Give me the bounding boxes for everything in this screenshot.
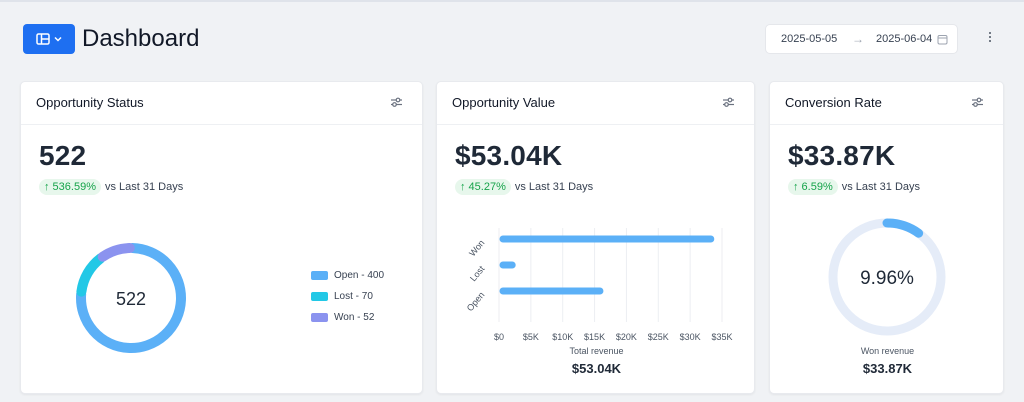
arrow-right-icon: →	[852, 32, 864, 46]
legend-label: Open - 400	[334, 270, 385, 281]
delta-label: vs Last 31 Days	[841, 181, 921, 193]
card-header: Opportunity Status	[21, 82, 422, 125]
card-title: Conversion Rate	[785, 95, 882, 110]
won-revenue-label: Won revenue	[860, 346, 915, 356]
more-options-icon[interactable]	[983, 32, 997, 48]
filter-settings-icon[interactable]	[722, 96, 735, 108]
card-header: Opportunity Value	[437, 82, 754, 125]
x-tick-label: $5K	[523, 332, 539, 342]
conversion-donut-chart: 9.96%	[828, 218, 946, 336]
top-border	[0, 0, 1024, 2]
donut-slice-won[interactable]	[97, 243, 135, 262]
legend-label: Lost - 70	[334, 291, 373, 302]
legend-label: Won - 52	[334, 312, 375, 323]
delta-row: ↑ 6.59% vs Last 31 Days	[788, 179, 920, 195]
delta-row: ↑ 536.59% vs Last 31 Days	[39, 179, 183, 195]
date-start[interactable]: 2025-05-05	[781, 33, 838, 45]
value-bar-chart: $0 $5K $10K $15K $20K $25K $30K $35K Won Lost Open	[465, 228, 733, 342]
filter-settings-icon[interactable]	[971, 96, 984, 108]
status-legend: Open - 400 Lost - 70 Won - 52	[311, 270, 384, 333]
x-tick-label: $25K	[648, 332, 669, 342]
card-header: Conversion Rate	[770, 82, 1003, 125]
layout-switcher-button[interactable]	[23, 24, 75, 54]
filter-settings-icon[interactable]	[390, 96, 403, 108]
y-category-label: Lost	[468, 263, 487, 283]
delta-badge: ↑ 45.27%	[455, 179, 511, 195]
opportunity-value-card: Opportunity Value $53.04K ↑ 45.27% vs La…	[436, 81, 755, 394]
x-tick-label: $35K	[711, 332, 732, 342]
page-title: Dashboard	[82, 25, 200, 52]
won-revenue-value: $33.87K	[862, 361, 913, 376]
metric-value: 522	[39, 140, 87, 171]
status-donut-chart: 522	[76, 243, 186, 353]
legend-swatch	[311, 292, 328, 301]
total-revenue-label: Total revenue	[569, 346, 624, 356]
conversion-rate-card: Conversion Rate $33.87K ↑ 6.59% vs Last …	[769, 81, 1004, 394]
date-end[interactable]: 2025-06-04	[876, 33, 933, 45]
x-tick-label: $0	[494, 332, 504, 342]
calendar-icon	[937, 35, 948, 45]
donut-slice-won[interactable]	[882, 218, 924, 238]
metric-value: $33.87K	[788, 140, 896, 171]
legend-item-won[interactable]: Won - 52	[311, 312, 384, 323]
donut-center-label: 522	[116, 289, 146, 309]
legend-item-lost[interactable]: Lost - 70	[311, 291, 384, 302]
x-tick-label: $10K	[552, 332, 573, 342]
card-title: Opportunity Value	[452, 95, 556, 110]
y-category-label: Won	[467, 238, 486, 258]
x-tick-label: $15K	[584, 332, 605, 342]
donut-center-label: 9.96%	[860, 268, 914, 289]
x-tick-label: $20K	[616, 332, 637, 342]
legend-item-open[interactable]: Open - 400	[311, 270, 384, 281]
opportunity-status-card: Opportunity Status 522 ↑ 536.59% vs Last…	[20, 81, 423, 394]
donut-slice-open[interactable]	[76, 243, 186, 353]
delta-badge: ↑ 6.59%	[788, 179, 838, 195]
delta-row: ↑ 45.27% vs Last 31 Days	[455, 179, 593, 195]
layout-icon	[35, 33, 50, 45]
chevron-down-icon	[53, 36, 62, 42]
x-tick-label: $30K	[680, 332, 701, 342]
donut-slice-lost[interactable]	[76, 253, 106, 297]
metric-value: $53.04K	[455, 140, 563, 171]
legend-swatch	[311, 313, 328, 322]
legend-swatch	[311, 271, 328, 280]
date-range-picker[interactable]: 2025-05-05 → 2025-06-04	[765, 24, 958, 54]
delta-label: vs Last 31 Days	[104, 181, 184, 193]
delta-label: vs Last 31 Days	[514, 181, 594, 193]
total-revenue-value: $53.04K	[571, 361, 622, 376]
card-title: Opportunity Status	[36, 95, 144, 110]
delta-badge: ↑ 536.59%	[39, 179, 101, 195]
y-category-label: Open	[465, 290, 487, 313]
